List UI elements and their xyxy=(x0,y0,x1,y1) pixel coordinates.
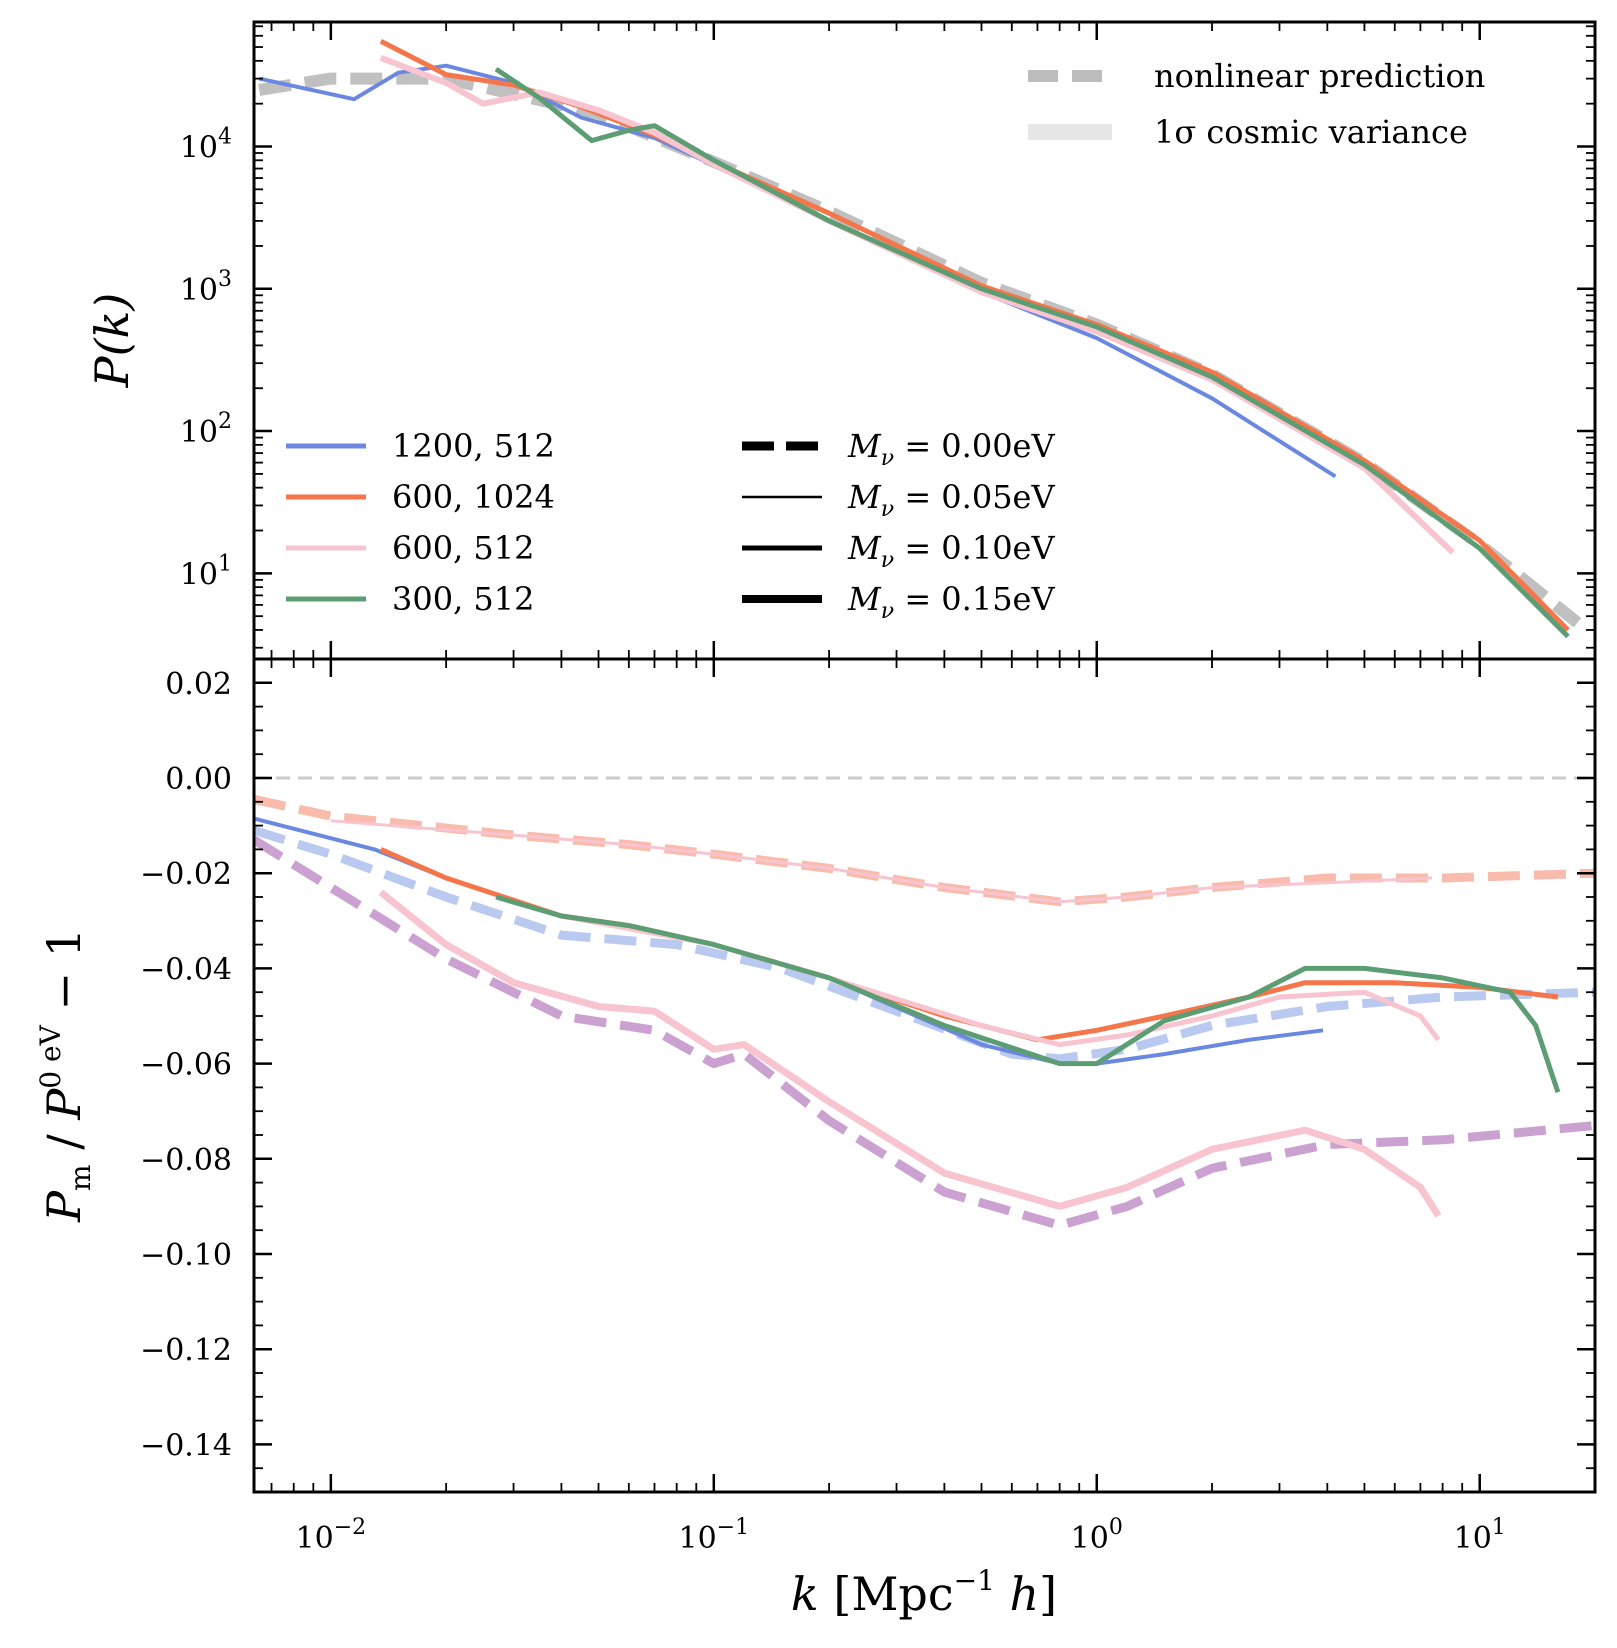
legend-res-1200-512-label: 1200, 512 xyxy=(392,427,555,465)
legend-mass-015-symbol: M xyxy=(847,580,882,618)
legend-mass: Mν = 0.00eV Mν = 0.05eV Mν = 0.10eV Mν =… xyxy=(742,427,1055,624)
x-axis-label: k [Mpc−1 h] xyxy=(791,1564,1057,1621)
top-y-tick-label: 102 xyxy=(180,409,232,450)
x-tick-exp: 1 xyxy=(1492,1515,1506,1540)
x-tick-exp: −1 xyxy=(717,1515,749,1540)
bottom-series-prediction-0-15ev xyxy=(254,836,1595,1230)
x-tick-exp: −2 xyxy=(334,1515,366,1540)
ylabel-zero-sup: 0 xyxy=(34,1071,67,1089)
top-y-tick-label: 104 xyxy=(180,125,232,166)
top-y-tick-base: 10 xyxy=(180,415,218,450)
bottom-y-tick-label: −0.14 xyxy=(140,1428,232,1463)
bottom-series-300-512-0-10ev xyxy=(495,894,1561,1093)
x-tick-base: 10 xyxy=(1454,1521,1492,1556)
legend-mass-005-sub: ν xyxy=(881,497,894,522)
top-y-tick-base: 10 xyxy=(180,557,218,592)
legend-mass-005-label: Mν = 0.05eV xyxy=(847,478,1055,522)
bottom-y-tick-label: −0.08 xyxy=(140,1143,232,1178)
bottom-y-tick-label: −0.02 xyxy=(140,857,232,892)
top-y-tick-base: 10 xyxy=(180,131,218,166)
x-tick-exp: 0 xyxy=(1109,1515,1123,1540)
xlabel-exp: −1 xyxy=(954,1564,995,1597)
legend-variance-label: 1σ cosmic variance xyxy=(1154,113,1468,151)
ylabel-tail: − 1 xyxy=(37,928,91,1025)
top-y-tick-base: 10 xyxy=(180,273,218,308)
legend-reference: nonlinear prediction 1σ cosmic variance xyxy=(1028,57,1485,151)
legend-mass-000-symbol: M xyxy=(847,427,882,465)
legend-mass-015-rest: = 0.15eV xyxy=(894,580,1055,618)
xlabel-k: k xyxy=(791,1567,819,1621)
legend-res-300-512-label: 300, 512 xyxy=(392,580,535,618)
x-tick-label: 101 xyxy=(1454,1515,1506,1556)
x-tick-label: 100 xyxy=(1071,1515,1123,1556)
top-y-tick-label: 103 xyxy=(180,267,232,308)
legend-mass-010-label: Mν = 0.10eV xyxy=(847,529,1055,573)
bottom-series-600-512-0-05ev xyxy=(330,819,1432,904)
legend-mass-010-rest: = 0.10eV xyxy=(894,529,1055,567)
legend-mass-015-label: Mν = 0.15eV xyxy=(847,580,1055,624)
legend-mass-005-symbol: M xyxy=(847,478,882,516)
xlabel-open: [Mpc xyxy=(819,1567,954,1621)
bottom-y-tick-label: −0.06 xyxy=(140,1048,232,1083)
top-y-tick-exp: 2 xyxy=(218,409,232,434)
top-y-tick-label: 101 xyxy=(180,551,232,592)
bottom-y-tick-label: 0.02 xyxy=(165,667,232,702)
legend-res-600-512-label: 600, 512 xyxy=(392,529,535,567)
legend-mass-000-label: Mν = 0.00eV xyxy=(847,427,1055,471)
top-y-tick-exp: 3 xyxy=(218,267,232,292)
x-tick-label: 10−1 xyxy=(678,1515,749,1556)
bottom-panel-ratio: 10−2 10−1 100 1010.020.00−0.02−0.04−0.06−0.… xyxy=(34,657,1597,1621)
legend-nonlinear-label: nonlinear prediction xyxy=(1154,57,1485,95)
bottom-y-tick-label: −0.10 xyxy=(140,1238,232,1273)
legend-mass-010-sub: ν xyxy=(881,548,894,573)
bottom-series-group xyxy=(254,776,1595,1230)
top-series-300-512 xyxy=(494,67,1570,639)
xlabel-h: h xyxy=(995,1567,1039,1621)
top-y-axis-label: P(k) xyxy=(85,293,139,389)
legend-mass-005-rest: = 0.05eV xyxy=(894,478,1055,516)
legend-mass-000-rest: = 0.00eV xyxy=(894,427,1055,465)
bottom-panel-frame xyxy=(252,657,1597,1494)
top-series-group xyxy=(258,38,1582,639)
ylabel-slash: / xyxy=(37,1120,91,1165)
top-series-600-1024 xyxy=(379,38,1570,632)
legend-resolution: 1200, 512 600, 1024 600, 512 300, 512 xyxy=(286,427,555,618)
ylabel-p2: P xyxy=(37,1088,91,1121)
legend-res-600-1024-label: 600, 1024 xyxy=(392,478,555,516)
ylabel-p: P xyxy=(37,1190,91,1223)
bottom-y-tick-label: 0.00 xyxy=(165,762,232,797)
xlabel-close: ] xyxy=(1039,1567,1057,1621)
top-y-tick-exp: 4 xyxy=(218,125,232,150)
bottom-y-tick-label: −0.04 xyxy=(140,952,232,987)
bottom-series-600-512-0-15ev xyxy=(378,889,1442,1218)
x-tick-base: 10 xyxy=(1071,1521,1109,1556)
top-y-tick-exp: 1 xyxy=(218,551,232,576)
x-tick-label: 10−2 xyxy=(296,1515,367,1556)
bottom-y-tick-label: −0.12 xyxy=(140,1333,232,1368)
ylabel-m-sub: m xyxy=(64,1164,97,1191)
legend-mass-015-sub: ν xyxy=(881,599,894,624)
ylabel-ev-sup: eV xyxy=(34,1024,67,1070)
legend-mass-000-sub: ν xyxy=(881,446,894,471)
bottom-y-axis-label: Pm / P0 eV − 1 xyxy=(34,928,97,1223)
bottom-axes: 10−2 10−1 100 1010.020.00−0.02−0.04−0.06−0.… xyxy=(140,658,1596,1556)
x-tick-base: 10 xyxy=(678,1521,716,1556)
x-tick-base: 10 xyxy=(296,1521,334,1556)
legend-mass-010-symbol: M xyxy=(847,529,882,567)
